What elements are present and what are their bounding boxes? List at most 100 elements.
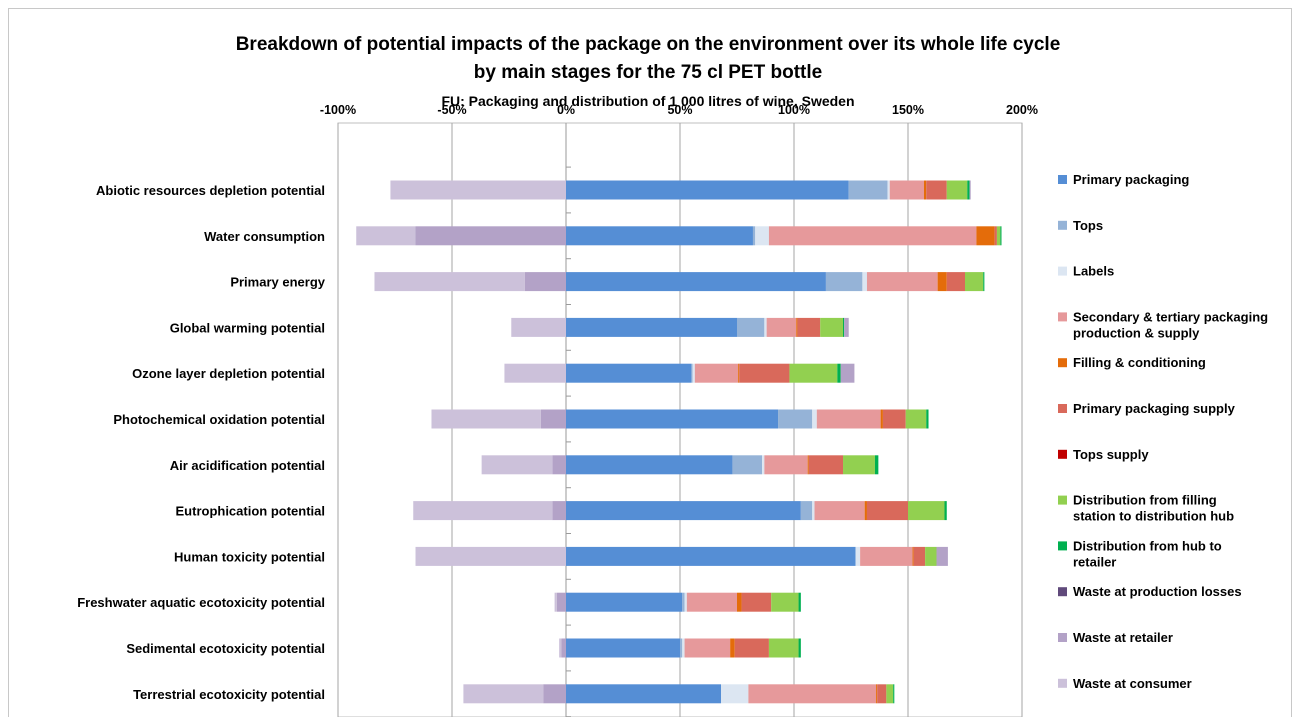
legend-swatch <box>1058 175 1067 184</box>
bar-segment <box>800 501 813 521</box>
x-tick-label: 50% <box>667 103 692 117</box>
bar-segment <box>566 363 692 383</box>
bar-segment <box>923 180 927 200</box>
bar-segment <box>820 317 844 337</box>
bar-segment <box>913 546 926 566</box>
bar-segment <box>762 455 765 475</box>
bar-segment <box>413 501 553 521</box>
bar-segment <box>778 409 813 429</box>
bar-segment <box>887 180 890 200</box>
chart-subtitle: by main stages for the 75 cl PET bottle <box>473 62 823 83</box>
bar-segment <box>889 180 924 200</box>
chart-title: Breakdown of potential impacts of the pa… <box>235 34 1061 55</box>
category-label: Air acidification potential <box>170 458 325 473</box>
bar-segment <box>825 272 863 292</box>
bar-segment <box>764 455 808 475</box>
bar-segment <box>967 180 970 200</box>
bar-segment <box>356 226 416 246</box>
bar-segment <box>566 409 779 429</box>
bar-segment <box>566 180 849 200</box>
bar-segment <box>680 638 683 658</box>
category-label: Global warming potential <box>170 320 325 335</box>
legend-swatch <box>1058 678 1067 688</box>
legend-label: Primary packaging <box>1073 172 1189 187</box>
x-tick-label: -50% <box>437 103 466 117</box>
legend-swatch <box>1058 587 1067 597</box>
bar-segment <box>797 317 821 337</box>
category-label: Abiotic resources depletion potential <box>96 183 325 198</box>
x-tick-label: 0% <box>557 103 575 117</box>
bar-segment <box>739 363 790 383</box>
bar-segment <box>926 180 947 200</box>
category-label: Photochemical oxidation potential <box>113 412 325 427</box>
bar-segment <box>766 317 797 337</box>
bar-segment <box>764 317 767 337</box>
bar-segment <box>969 180 971 200</box>
bar-segment <box>976 226 995 246</box>
bar-segment <box>566 684 722 704</box>
legend-label: Filling & conditioning <box>1073 355 1206 370</box>
bar-segment <box>566 592 683 612</box>
bar-segment <box>994 226 997 246</box>
bar-segment <box>566 638 680 658</box>
bar-segment <box>566 317 737 337</box>
legend-swatch <box>1058 312 1067 322</box>
x-tick-label: 200% <box>1006 103 1038 117</box>
bar-segment <box>415 546 566 566</box>
legend-label: Distribution from filling station to dist… <box>1073 493 1234 524</box>
bar-segment <box>840 363 855 383</box>
bar-segment <box>855 546 861 566</box>
bar-segment <box>816 409 881 429</box>
category-label: Water consumption <box>204 229 325 244</box>
bar-segment <box>481 455 553 475</box>
legend-swatch <box>1058 358 1067 368</box>
bar-segment <box>554 592 557 612</box>
category-label: Primary energy <box>230 275 325 290</box>
bar-segment <box>524 272 566 292</box>
bar-segment <box>880 409 883 429</box>
bar-segment <box>864 501 867 521</box>
bar-segment <box>511 317 566 337</box>
bar-segment <box>908 501 945 521</box>
bar-segment <box>755 226 769 246</box>
bar-segment <box>965 272 984 292</box>
x-tick-label: 150% <box>892 103 924 117</box>
category-label: Freshwater aquatic ecotoxicity potential <box>77 595 325 610</box>
bar-segment <box>882 409 906 429</box>
bar-segment <box>566 455 733 475</box>
legend-label: Waste at retailer <box>1073 630 1173 645</box>
bar-segment <box>944 501 947 521</box>
bar-segment <box>925 546 937 566</box>
bar-segment <box>798 592 801 612</box>
bar-segment <box>789 363 838 383</box>
bar-segment <box>844 317 849 337</box>
bar-segment <box>837 363 841 383</box>
bar-segment <box>463 684 544 704</box>
category-label: Human toxicity potential <box>174 549 325 564</box>
category-label: Sedimental ecotoxicity potential <box>126 641 325 656</box>
bar-segment <box>796 317 798 337</box>
bar-segment <box>415 226 566 246</box>
bar-segment <box>682 592 685 612</box>
bar-segment <box>866 501 908 521</box>
bar-segment <box>936 546 948 566</box>
bar-segment <box>741 592 772 612</box>
legend-label: Primary packaging supply <box>1073 401 1236 416</box>
bar-segment <box>737 592 742 612</box>
bar-segment <box>983 272 985 292</box>
bar-segment <box>431 409 541 429</box>
bar-segment <box>732 455 763 475</box>
category-label: Eutrophication potential <box>176 504 326 519</box>
bar-segment <box>798 638 801 658</box>
bar-segment <box>559 638 562 658</box>
legend-label: Waste at consumer <box>1073 676 1192 691</box>
bar-segment <box>860 546 913 566</box>
bar-segment <box>886 684 894 704</box>
bar-segment <box>561 638 566 658</box>
x-tick-label: 100% <box>778 103 810 117</box>
bar-segment <box>808 455 844 475</box>
legend-swatch <box>1058 633 1067 642</box>
bar-segment <box>730 638 735 658</box>
bar-segment <box>566 272 826 292</box>
bar-segment <box>812 409 817 429</box>
